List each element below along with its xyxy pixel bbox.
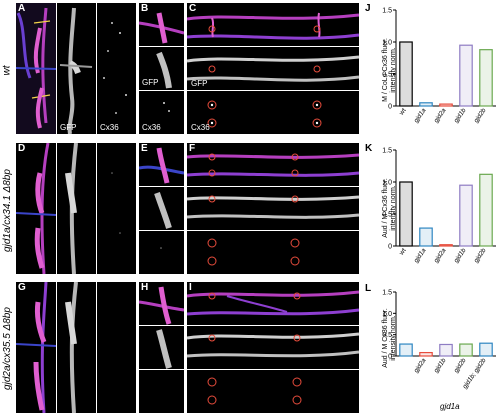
cx36-label-b: Cx36	[142, 123, 161, 132]
chart-j-xtick-label-1: gjd1a	[413, 107, 428, 124]
chart-k-xtick-label-3: gjd1b	[453, 247, 468, 264]
chart-k-ytick-label-1: 0.5	[382, 212, 392, 219]
panel-i: I	[187, 282, 359, 413]
chart-k-xtick-label-4: gjd2b	[473, 247, 488, 264]
panel-g-image	[16, 282, 136, 413]
chart-j-xtick-label-3: gjd1b	[453, 107, 468, 124]
gfp-label-c: GFP	[191, 79, 208, 88]
chart-k-ytick-label-3: 1.5	[382, 148, 392, 155]
panel-h: H	[139, 282, 184, 413]
panel-label-h: H	[141, 282, 149, 293]
chart-j-ytick-label-1: 0.5	[382, 72, 392, 79]
chart-j: 0 0.5 1.0 1.5 wt gjd1a gjd2a gjd1b gjd2b	[382, 8, 496, 124]
chart-j-xtick-label-4: gjd2b	[473, 107, 488, 124]
panel-label-b: B	[141, 3, 149, 14]
chart-k-xtick-label-2: gjd2a	[433, 247, 448, 264]
chart-k-bar-1	[419, 227, 433, 247]
chart-k-bar-3	[459, 184, 473, 247]
panel-f-image	[187, 143, 359, 274]
chart-l-bar-0	[399, 343, 413, 357]
chart-l-bar-2	[439, 343, 453, 357]
panel-d-image	[16, 143, 136, 274]
panel-a-image	[16, 3, 136, 134]
panel-a: A GFP Cx36	[16, 3, 136, 134]
chart-l-ytick-label-2: 1.0	[382, 311, 392, 318]
panel-c-image	[187, 3, 359, 134]
chart-l-group-label: gjd1a	[440, 402, 460, 411]
cx36-label-a: Cx36	[100, 123, 119, 132]
panel-label-i: I	[189, 282, 192, 293]
gfp-label-a: GFP	[60, 123, 77, 132]
chart-k-ytick-label-0: 0	[388, 244, 392, 251]
chart-j-xtick-label-0: wt	[398, 107, 408, 117]
panel-label-d: D	[18, 143, 26, 154]
panel-b: B GFP Cx36	[139, 3, 184, 134]
panel-f: F	[187, 143, 359, 274]
panel-e-image	[139, 143, 184, 274]
chart-l-xtick-label-2: gjd1b	[433, 357, 448, 374]
panel-g: G	[16, 282, 136, 413]
panel-label-e: E	[141, 143, 148, 154]
panel-i-image	[187, 282, 359, 413]
chart-j-ytick-label-2: 1.0	[382, 40, 392, 47]
chart-letter-j: J	[365, 3, 371, 14]
row-label-gjd2a: gjd2a/cx35.5 Δ8bp	[1, 306, 13, 390]
panel-label-a: A	[18, 3, 26, 14]
chart-j-bar-0	[399, 41, 413, 107]
chart-j-bar-2	[439, 103, 453, 107]
chart-j-xtick-label-2: gjd2a	[433, 107, 448, 124]
panel-c: C GFP Cx36	[187, 3, 359, 134]
chart-k-bar-4	[479, 173, 493, 247]
chart-l-bar-4	[479, 342, 493, 357]
chart-j-ytick-label-3: 1.5	[382, 8, 392, 15]
chart-l-ytick-label-0: 0	[388, 354, 392, 361]
chart-j-bar-1	[419, 102, 433, 107]
chart-l-xtick-label-1: gjd2a	[413, 357, 428, 374]
chart-k-xtick-label-1: gjd1a	[413, 247, 428, 264]
panel-label-g: G	[18, 282, 26, 293]
row-label-gjd1a: gjd1a/cx34.1 Δ8bp	[1, 168, 13, 252]
gfp-label-b: GFP	[142, 78, 159, 87]
chart-j-bar-3	[459, 44, 473, 107]
chart-k-bar-2	[439, 244, 453, 247]
row-label-wt: wt	[1, 65, 13, 75]
chart-j-ytick-label-0: 0	[388, 104, 392, 111]
panel-h-image	[139, 282, 184, 413]
chart-l-bar-3	[459, 343, 473, 357]
panel-label-c: C	[189, 3, 197, 14]
chart-letter-l: L	[365, 283, 372, 294]
chart-letter-k: K	[365, 143, 373, 154]
chart-k-xtick-label-0: wt	[398, 247, 408, 257]
chart-k-ytick-label-2: 1.0	[382, 180, 392, 187]
panel-e: E	[139, 143, 184, 274]
chart-k-bar-0	[399, 181, 413, 247]
chart-l-ytick-label-3: 1.5	[382, 290, 392, 297]
panel-d: D	[16, 143, 136, 274]
chart-l-xtick-label-3: gjd2b	[453, 357, 468, 374]
chart-j-bar-4	[479, 49, 493, 107]
chart-l-bar-1	[419, 351, 433, 357]
cx36-label-c: Cx36	[191, 123, 210, 132]
chart-l-ytick-label-1: 0.5	[382, 332, 392, 339]
panel-label-f: F	[189, 143, 196, 154]
panel-b-image	[139, 3, 184, 134]
chart-k: 0 0.5 1.0 1.5 wt gjd1a gjd2a gjd1b gjd2b	[382, 148, 496, 264]
